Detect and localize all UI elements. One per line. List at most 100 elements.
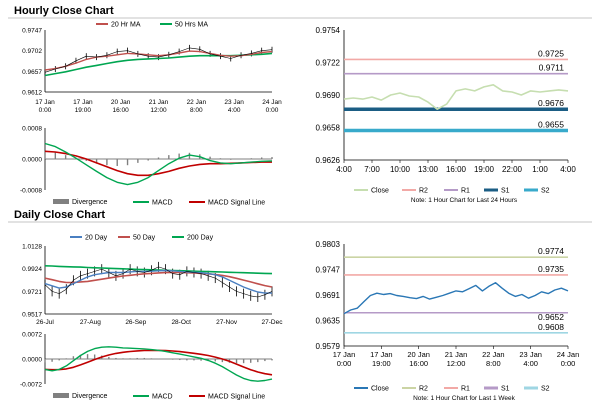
hourly-levels-x-tick: 13:00 (418, 165, 439, 174)
daily-levels-note: Note: 1 Hour Chart for Last 1 Week (413, 395, 516, 402)
daily-macd-legend-signal-label: MACD Signal Line (208, 394, 265, 401)
daily-price-x-tick: 27-Dec (262, 319, 284, 326)
hourly-levels-x-tick: 16:00 (446, 165, 467, 174)
daily-price-y-tick: 1.0128 (22, 244, 42, 251)
daily-levels-s1-label: 0.9652 (538, 312, 564, 322)
daily-section-title: Daily Close Chart (14, 209, 105, 221)
hourly-macd-y-tick: 0.0008 (22, 126, 42, 133)
daily-levels-x-tick-date: 21 Jan (445, 350, 468, 359)
daily-levels-x-tick-date: 23 Jan (519, 350, 542, 359)
daily-macd-legend-macd-label: MACD (152, 394, 173, 401)
daily-macd-legend-divergence-label: Divergence (72, 393, 108, 400)
hourly-levels-x-tick: 7:00 (364, 165, 380, 174)
hourly-levels-x-tick: 4:00 (560, 165, 576, 174)
daily-levels-legend-s2-label: S2 (541, 386, 550, 393)
hourly-macd-y-tick: -0.0008 (20, 188, 42, 195)
hourly-close-line (44, 47, 273, 73)
hourly-levels-legend-r1-label: R1 (461, 188, 470, 195)
hourly-macd-legend-divergence-swatch (53, 199, 69, 204)
hourly-macd-legend-macd-label: MACD (152, 200, 173, 207)
hourly-levels-legend-r2-label: R2 (419, 188, 428, 195)
hourly-price-x-tick-date: 23 Jan (224, 99, 244, 106)
hourly-macd-y-tick: 0.0000 (22, 157, 42, 164)
hourly-section-title: Hourly Close Chart (14, 5, 114, 17)
daily-levels-legend-r2-label: R2 (419, 386, 428, 393)
daily-levels-x-tick-date: 17 Jan (333, 350, 356, 359)
daily-levels-y-tick: 0.9579 (316, 342, 341, 351)
daily-200day-line (44, 265, 273, 275)
hourly-levels-y-tick: 0.9722 (316, 59, 341, 68)
hourly-levels-y-tick: 0.9658 (316, 124, 341, 133)
daily-levels-r1-label: 0.9735 (538, 264, 564, 274)
hourly-levels-note: Note: 1 Hour Chart for Last 24 Hours (411, 197, 518, 204)
daily-macd-macd-line (44, 346, 273, 382)
hourly-levels-x-tick: 1:00 (532, 165, 548, 174)
daily-levels-legend-s1-label: S1 (501, 386, 510, 393)
hourly-macd-legend-divergence-label: Divergence (72, 199, 108, 206)
hourly-20hr-ma-line (44, 50, 273, 71)
daily-levels-x-tick-time: 0:00 (561, 359, 576, 368)
hourly-levels-s1-label: 0.9676 (538, 98, 564, 108)
hourly-legend-50hrs-ma-label: 50 Hrs MA (175, 22, 208, 29)
daily-price-y-tick: 0.9924 (22, 266, 42, 273)
daily-legend-200day-label: 200 Day (187, 235, 214, 242)
daily-price-y-tick: 0.9517 (22, 312, 42, 319)
hourly-levels-y-tick: 0.9626 (316, 156, 341, 165)
daily-levels-x-tick-date: 20 Jan (407, 350, 430, 359)
daily-levels-legend-close-label: Close (371, 386, 389, 393)
hourly-price-x-tick-time: 0:00 (39, 107, 52, 114)
daily-close-line (44, 266, 273, 298)
daily-legend-50day-label: 50 Day (133, 235, 156, 242)
daily-macd-legend-divergence-swatch (53, 393, 69, 398)
hourly-macd-macd-line (44, 142, 273, 186)
daily-macd-y-tick: -0.0072 (20, 382, 42, 389)
daily-levels-y-tick: 0.9691 (316, 291, 341, 300)
hourly-levels-x-tick: 22:00 (502, 165, 523, 174)
hourly-levels-r2-label: 0.9725 (538, 48, 564, 58)
hourly-levels-s2-label: 0.9655 (538, 120, 564, 130)
daily-levels-x-tick-time: 0:00 (337, 359, 352, 368)
daily-price-x-tick: 28-Oct (171, 319, 191, 326)
daily-levels-x-tick-date: 17 Jan (370, 350, 393, 359)
daily-levels-x-tick-time: 16:00 (409, 359, 428, 368)
daily-price-y-tick: 0.9721 (22, 289, 42, 296)
hourly-price-x-tick-time: 4:00 (228, 107, 241, 114)
daily-macd-y-tick: 0.0000 (22, 357, 42, 364)
daily-levels-x-tick-date: 24 Jan (557, 350, 580, 359)
daily-price-x-tick: 27-Nov (216, 319, 238, 326)
daily-price-x-tick: 26-Sep (125, 319, 146, 326)
daily-macd-signal-line (44, 349, 273, 376)
hourly-price-y-tick: 0.9657 (22, 69, 42, 76)
hourly-price-x-tick-time: 8:00 (190, 107, 203, 114)
hourly-levels-x-tick: 10:00 (390, 165, 411, 174)
hourly-levels-legend-s2-label: S2 (541, 188, 550, 195)
daily-levels-x-tick-date: 22 Jan (482, 350, 505, 359)
hourly-levels-y-tick: 0.9690 (316, 91, 341, 100)
daily-levels-x-tick-time: 8:00 (486, 359, 501, 368)
hourly-price-x-tick-date: 20 Jan (111, 99, 131, 106)
hourly-legend-20hr-ma-label: 20 Hr MA (111, 22, 141, 29)
daily-levels-legend-r1-label: R1 (461, 386, 470, 393)
hourly-price-x-tick-date: 24 Jan (262, 99, 282, 106)
daily-price-x-tick: 27-Aug (80, 319, 101, 326)
daily-50day-line (44, 271, 273, 288)
hourly-levels-close-line (343, 84, 569, 110)
hourly-price-x-tick-time: 19:00 (75, 107, 92, 114)
hourly-levels-legend-s1-label: S1 (501, 188, 510, 195)
daily-macd-y-tick: 0.0072 (22, 332, 42, 339)
daily-levels-x-tick-time: 19:00 (372, 359, 391, 368)
daily-levels-y-tick: 0.9635 (316, 317, 341, 326)
hourly-price-x-tick-time: 12:00 (150, 107, 167, 114)
daily-price-x-tick: 26-Jul (36, 319, 54, 326)
hourly-price-x-tick-date: 22 Jan (187, 99, 207, 106)
daily-levels-x-tick-time: 4:00 (523, 359, 538, 368)
daily-levels-y-tick: 0.9803 (316, 240, 341, 249)
daily-levels-y-tick: 0.9747 (316, 266, 341, 275)
hourly-price-y-tick: 0.9612 (22, 90, 42, 97)
hourly-levels-legend-close-label: Close (371, 188, 389, 195)
daily-levels-s2-label: 0.9608 (538, 322, 564, 332)
hourly-price-x-tick-date: 17 Jan (73, 99, 93, 106)
hourly-levels-y-tick: 0.9754 (316, 26, 341, 35)
